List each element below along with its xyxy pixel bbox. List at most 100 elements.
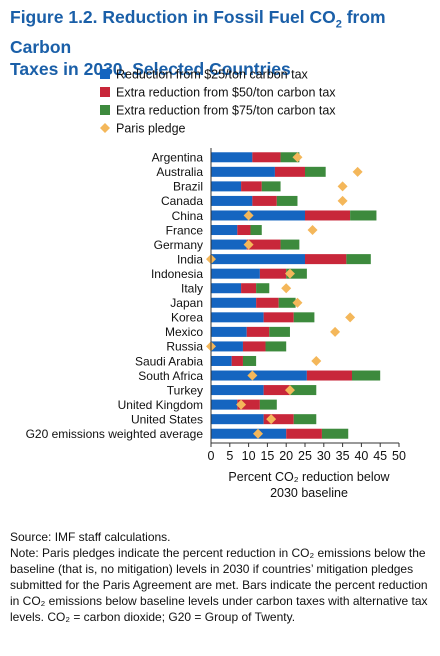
pledge-marker-argentina	[292, 152, 303, 163]
bar-japan-series-1	[211, 297, 257, 308]
category-label: Argentina	[152, 151, 204, 165]
legend-swatch-extra-reduction-from-50-ton-carbon-tax	[100, 87, 110, 97]
bar-united-states-series-2	[263, 414, 294, 425]
bar-g20-emissions-weighted-average-series-1	[211, 428, 287, 439]
category-label: Mexico	[165, 325, 203, 339]
bar-china-series-1	[211, 210, 305, 221]
x-tick-label: 40	[354, 449, 368, 463]
bar-indonesia-series-3	[286, 268, 307, 279]
bar-italy-series-3	[256, 283, 270, 294]
pledge-marker-italy	[281, 283, 292, 294]
x-tick-label: 15	[260, 449, 274, 463]
bar-united-kingdom-series-1	[211, 399, 238, 410]
x-tick-label: 25	[298, 449, 312, 463]
x-axis-label-line2: 2030 baseline	[270, 486, 348, 500]
title-subscript: 2	[335, 18, 342, 31]
note-text: Note: Paris pledges indicate the percent…	[10, 546, 428, 624]
legend-label: Extra reduction from $50/ton carbon tax	[116, 86, 336, 100]
pledge-marker-korea	[345, 312, 356, 323]
bar-brazil-series-1	[211, 181, 242, 192]
pledge-marker-germany	[243, 239, 254, 250]
pledge-marker-indonesia	[284, 268, 295, 279]
bar-china-series-3	[350, 210, 377, 221]
bar-australia-series-2	[274, 166, 305, 177]
bar-united-kingdom-series-3	[259, 399, 277, 410]
bar-japan-series-3	[278, 297, 296, 308]
x-axis: ArgentinaAustraliaBrazilCanadaChinaFranc…	[26, 148, 406, 500]
category-label: India	[177, 252, 203, 266]
category-label: Italy	[181, 282, 203, 296]
bar-indonesia-series-2	[259, 268, 287, 279]
legend-label: Reduction from $25/ton carbon tax	[116, 68, 309, 82]
x-tick-label: 10	[242, 449, 256, 463]
bar-saudi-arabia-series-2	[231, 355, 243, 366]
bar-mexico-series-3	[269, 326, 290, 337]
bar-france-series-3	[250, 225, 262, 236]
bar-south-africa-series-1	[211, 370, 307, 381]
legend-label: Paris pledge	[116, 122, 186, 136]
chart-legend: Reduction from $25/ton carbon tax Extra r…	[100, 68, 336, 136]
bar-russia-series-1	[211, 341, 243, 352]
pledge-marker-brazil	[337, 181, 348, 192]
chart-bars	[206, 152, 381, 439]
bar-india-series-2	[305, 254, 347, 265]
bar-saudi-arabia-series-1	[211, 355, 232, 366]
title-suffix: from Carbon	[10, 7, 386, 57]
x-tick-label: 20	[279, 449, 293, 463]
bar-south-africa-series-3	[352, 370, 381, 381]
pledge-marker-united-kingdom	[236, 399, 247, 410]
category-label: United States	[131, 412, 203, 426]
bar-china-series-2	[305, 210, 351, 221]
bar-turkey-series-2	[263, 385, 290, 396]
legend-swatch-extra-reduction-from-75-ton-carbon-tax	[100, 105, 110, 115]
bar-brazil-series-3	[261, 181, 281, 192]
title-prefix: Figure 1.2. Reduction in Fossil Fuel CO	[10, 7, 336, 27]
bar-india-series-3	[346, 254, 371, 265]
bar-united-kingdom-series-2	[237, 399, 260, 410]
pledge-marker-canada	[337, 195, 348, 206]
category-label: Russia	[166, 340, 203, 354]
source-text: Source: IMF staff calculations.	[10, 530, 171, 544]
bar-argentina-series-1	[211, 152, 253, 163]
category-label: South Africa	[138, 369, 203, 383]
pledge-marker-turkey	[284, 385, 295, 396]
bar-turkey-series-3	[289, 385, 317, 396]
bar-brazil-series-2	[241, 181, 262, 192]
category-label: Saudi Arabia	[135, 354, 203, 368]
x-tick-label: 45	[373, 449, 387, 463]
category-label: Brazil	[173, 180, 203, 194]
category-label: Canada	[161, 194, 203, 208]
bar-indonesia-series-1	[211, 268, 260, 279]
bar-mexico-series-2	[246, 326, 270, 337]
category-label: France	[166, 223, 204, 237]
bar-france-series-2	[237, 225, 251, 236]
x-tick-label: 5	[226, 449, 233, 463]
bar-canada-series-3	[276, 195, 298, 206]
x-tick-label: 30	[317, 449, 331, 463]
legend-label: Extra reduction from $75/ton carbon tax	[116, 104, 336, 118]
bar-turkey-series-1	[211, 385, 264, 396]
pledge-marker-france	[307, 225, 318, 236]
x-axis-label-line1: Percent CO₂ reduction below	[228, 470, 390, 484]
category-label: Turkey	[167, 383, 203, 397]
pledge-marker-saudi-arabia	[311, 355, 322, 366]
category-label: China	[172, 209, 204, 223]
bar-united-states-series-1	[211, 414, 264, 425]
category-label: Australia	[156, 165, 203, 179]
bar-g20-emissions-weighted-average-series-3	[321, 428, 349, 439]
bar-saudi-arabia-series-3	[242, 355, 257, 366]
pledge-marker-g20-emissions-weighted-average	[253, 428, 263, 439]
bar-korea-series-3	[293, 312, 315, 323]
x-tick-label: 0	[208, 449, 215, 463]
bar-mexico-series-1	[211, 326, 247, 337]
bar-korea-series-1	[211, 312, 264, 323]
category-label: United Kingdom	[118, 398, 203, 412]
bar-germany-series-3	[280, 239, 300, 250]
bar-south-africa-series-2	[306, 370, 352, 381]
legend-marker-paris-pledge	[100, 123, 110, 133]
bar-chart: Reduction from $25/ton carbon tax Extra r…	[26, 68, 406, 501]
bar-france-series-1	[211, 225, 238, 236]
bar-russia-series-3	[265, 341, 287, 352]
pledge-marker-united-states	[266, 414, 277, 425]
category-label: Korea	[171, 311, 203, 325]
